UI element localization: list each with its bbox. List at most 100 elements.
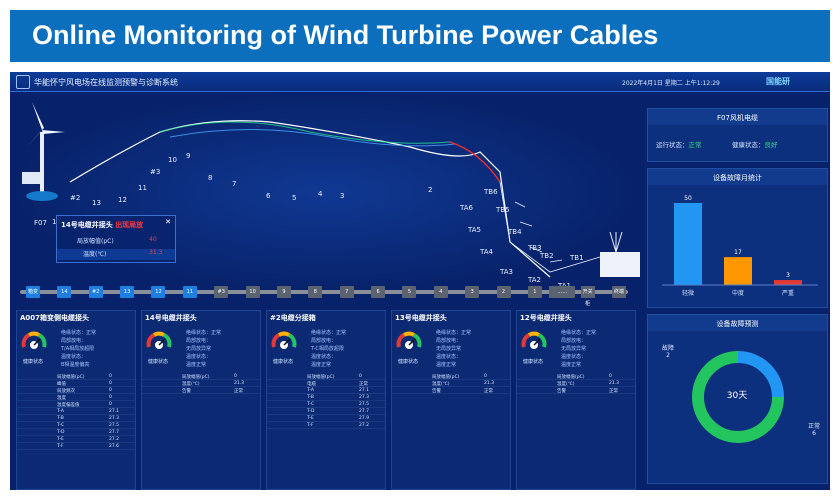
table-row: T-B 27.3 [17, 415, 135, 422]
bar-category-label: 中度 [732, 289, 744, 297]
bar-value-label: 17 [734, 249, 742, 256]
tower-label[interactable]: TA4 [479, 248, 494, 256]
health-label: 健康状态 [23, 359, 44, 365]
substation-icon[interactable] [600, 231, 640, 277]
table-row: 局放幅值(pC) 0 [267, 373, 385, 380]
table-row: T-D 27.7 [17, 429, 135, 436]
table-row: 告警 正常 [142, 387, 260, 394]
cable-segment[interactable]: 8 [308, 286, 323, 298]
joint-label[interactable]: #2 [70, 194, 80, 202]
health-gauge-icon [271, 331, 297, 349]
table-row: 局放幅值(pC) 0 [142, 373, 260, 380]
popup-title: 14号电缆井接头 出现局放 [61, 221, 144, 229]
bar-category-label: 严重 [782, 289, 794, 297]
table-row: 温度(℃) 21.3 [517, 380, 635, 387]
joint-label[interactable]: 10 [168, 156, 177, 164]
tower-label[interactable]: TB6 [483, 188, 498, 196]
cable-segment[interactable]: 9 [276, 286, 291, 298]
joint-card[interactable]: 14号电缆井接头 健康状态 绝缘状态：正常 局部放电： 无局放异常 温度状态： 温度正常… [141, 310, 261, 490]
tower-label[interactable]: TA6 [459, 204, 474, 212]
joint-label[interactable]: 5 [292, 194, 296, 202]
card-table: 局放幅值(pC) 0 峰值 0 局放频次 0 温度 0 温度偏差值 0 T-A 27.1 T-B 27.3… [17, 373, 135, 450]
joint-card[interactable]: 12号电缆井接头 健康状态 绝缘状态：正常 局部放电： 无局放异常 温度状态： 温度正常… [516, 310, 636, 490]
health-label: 健康状态 [523, 359, 544, 365]
table-row: 告警 正常 [517, 387, 635, 394]
cable-segment[interactable]: 14 [57, 286, 72, 298]
health-gauge-icon [21, 331, 47, 349]
fault-bar[interactable] [724, 257, 752, 285]
dashboard: 华能怀宁风电场在线监测预警与诊断系统 2022年4月1日 星期二 上午1:12:… [10, 72, 830, 490]
close-icon[interactable]: ✕ [165, 218, 171, 226]
cable-segment[interactable]: 1 [527, 286, 542, 298]
health-gauge-icon [521, 331, 547, 349]
table-row: T-E 27.2 [17, 436, 135, 443]
joint-label[interactable]: 2 [428, 186, 432, 194]
joint-label[interactable]: 11 [138, 184, 147, 192]
table-row: 温度(℃) 21.3 [142, 380, 260, 387]
tower-label[interactable]: TA3 [499, 268, 513, 276]
cable-segment[interactable]: 7 [339, 286, 354, 298]
cable-segment[interactable]: 终端 [612, 286, 626, 298]
table-row: 温度 0 [17, 394, 135, 401]
tower-label[interactable]: TB4 [507, 228, 522, 236]
card-title: #2电缆分接箱 [270, 314, 316, 322]
donut-slice[interactable] [737, 351, 784, 398]
card-title: 13号电缆井接头 [395, 314, 447, 322]
joint-alarm-popup[interactable]: 14号电缆井接头 出现局放 ✕ 局放幅值(pC) 40 温度(℃) 31.3 [56, 215, 176, 263]
cable-segment[interactable]: 3 [465, 286, 480, 298]
turbine-label: F07 [34, 219, 47, 227]
cable-segment[interactable]: 10 [245, 286, 260, 298]
joint-label[interactable]: 13 [92, 199, 101, 207]
table-row: 局放幅值(pC) 0 [17, 373, 135, 380]
cable-segment[interactable]: #2 [88, 286, 103, 298]
joint-label[interactable]: 4 [318, 190, 323, 198]
cable-segment[interactable]: 5 [402, 286, 417, 298]
health-gauge-icon [146, 331, 172, 349]
cable-segment[interactable]: 4 [433, 286, 448, 298]
tower-label[interactable]: TB1 [569, 254, 584, 262]
health-state: 健康状态：良好 [732, 141, 778, 149]
cable-segment[interactable]: #3 [214, 286, 229, 298]
joint-label[interactable]: 3 [340, 192, 344, 200]
card-title: 12号电缆井接头 [520, 314, 572, 322]
bar-value-label: 50 [684, 195, 692, 202]
cable-segment[interactable]: ...... [549, 286, 576, 298]
cable-segment[interactable]: 6 [371, 286, 386, 298]
donut-fault-label: 故障 2 [662, 345, 675, 359]
cable-segment[interactable]: 2 [496, 286, 511, 298]
tower-label[interactable]: TA2 [527, 276, 541, 284]
donut-slice[interactable] [692, 351, 784, 443]
joint-label[interactable]: 12 [118, 196, 127, 204]
joint-label[interactable]: 9 [186, 152, 190, 160]
tower-label[interactable]: TB2 [539, 252, 554, 260]
cable-segment[interactable]: 11 [182, 286, 197, 298]
run-state: 运行状态：正常 [656, 141, 702, 149]
table-row: 温度(℃) 21.3 [392, 380, 510, 387]
donut-center-label: 30天 [726, 391, 748, 401]
table-row: 温度偏差值 0 [17, 401, 135, 408]
joint-card[interactable]: A007箱变侧电缆接头 健康状态 绝缘状态：正常 局部放电： T/A相局放超限 温度状… [16, 310, 136, 490]
joint-label[interactable]: 8 [208, 174, 212, 182]
cable-segment-bar: 箱变 14 #2 13 12 11 #3 10 9 8 7 6 5 4 3 2 1...... 开关柜 终端 [20, 286, 630, 307]
tower-label[interactable]: TB3 [527, 244, 542, 252]
cable-segment[interactable]: 13 [120, 286, 135, 298]
cable-segment[interactable]: 12 [151, 286, 166, 298]
joint-label[interactable]: #3 [150, 168, 160, 176]
fault-bar[interactable] [674, 203, 702, 285]
card-status: 绝缘状态：正常 局部放电： 无局放异常 温度状态： 温度正常 [561, 330, 597, 368]
cable-segment[interactable]: 箱变 [26, 286, 40, 298]
fault-bar[interactable] [774, 280, 802, 285]
cable-segment[interactable]: 开关柜 [580, 286, 595, 307]
table-row: T-F 27.6 [17, 443, 135, 450]
panel-title: F07风机电缆 [648, 109, 827, 125]
health-label: 健康状态 [398, 359, 419, 365]
tower-label[interactable]: TA5 [467, 226, 481, 234]
joint-label[interactable]: 7 [232, 180, 236, 188]
table-row: 告警 正常 [392, 387, 510, 394]
table-row: 峰值 0 [17, 380, 135, 387]
joint-card[interactable]: 13号电缆井接头 健康状态 绝缘状态：正常 局部放电： 无局放异常 温度状态： 温度正常… [391, 310, 511, 490]
joint-card[interactable]: #2电缆分接箱 健康状态 绝缘状态：正常 局部放电： T-C相局放超限 温度状态： 温度… [266, 310, 386, 490]
joint-label[interactable]: 6 [266, 192, 271, 200]
tower-label[interactable]: TB5 [495, 206, 510, 214]
wind-turbine-icon[interactable] [22, 102, 65, 201]
